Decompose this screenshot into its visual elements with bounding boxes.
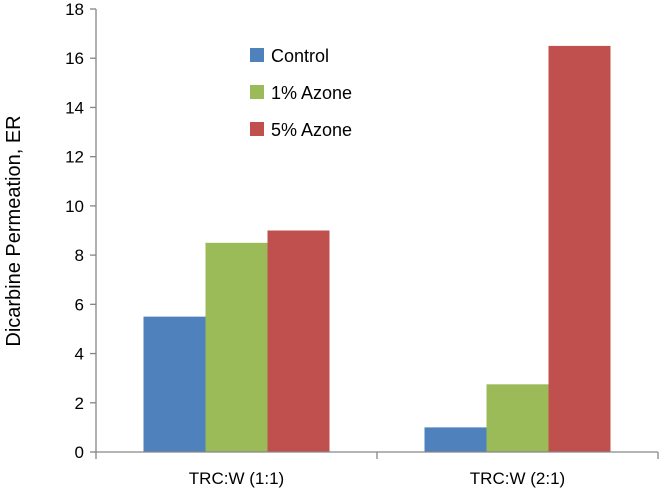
y-tick-label: 10 bbox=[65, 197, 84, 216]
y-tick-label: 6 bbox=[75, 295, 84, 314]
bar bbox=[424, 427, 487, 452]
bar bbox=[267, 230, 330, 452]
bar bbox=[548, 45, 611, 453]
legend-swatch bbox=[250, 48, 264, 62]
legend-label: Control bbox=[271, 46, 329, 66]
x-category-label: TRC:W (1:1) bbox=[189, 469, 284, 488]
y-axis-ticks: 0 2 4 6 8 10 12 14 16 18 bbox=[65, 0, 96, 462]
legend: Control 1% Azone 5% Azone bbox=[250, 46, 352, 140]
legend-label: 5% Azone bbox=[271, 120, 352, 140]
y-tick-label: 2 bbox=[75, 394, 84, 413]
legend-swatch bbox=[250, 122, 264, 136]
bar bbox=[486, 384, 549, 452]
x-category-label: TRC:W (2:1) bbox=[470, 469, 565, 488]
bars bbox=[143, 45, 611, 453]
y-axis-label: Dicarbine Permeation, ER bbox=[3, 115, 25, 346]
y-tick-label: 16 bbox=[65, 49, 84, 68]
y-tick-label: 8 bbox=[75, 246, 84, 265]
bar bbox=[143, 316, 206, 452]
x-axis-categories: TRC:W (1:1) TRC:W (2:1) bbox=[95, 452, 659, 488]
legend-swatch bbox=[250, 85, 264, 99]
y-tick-label: 18 bbox=[65, 0, 84, 19]
y-tick-label: 12 bbox=[65, 148, 84, 167]
legend-label: 1% Azone bbox=[271, 83, 352, 103]
y-tick-label: 0 bbox=[75, 443, 84, 462]
bar bbox=[205, 242, 268, 452]
y-tick-label: 14 bbox=[65, 98, 84, 117]
y-tick-label: 4 bbox=[75, 345, 84, 364]
